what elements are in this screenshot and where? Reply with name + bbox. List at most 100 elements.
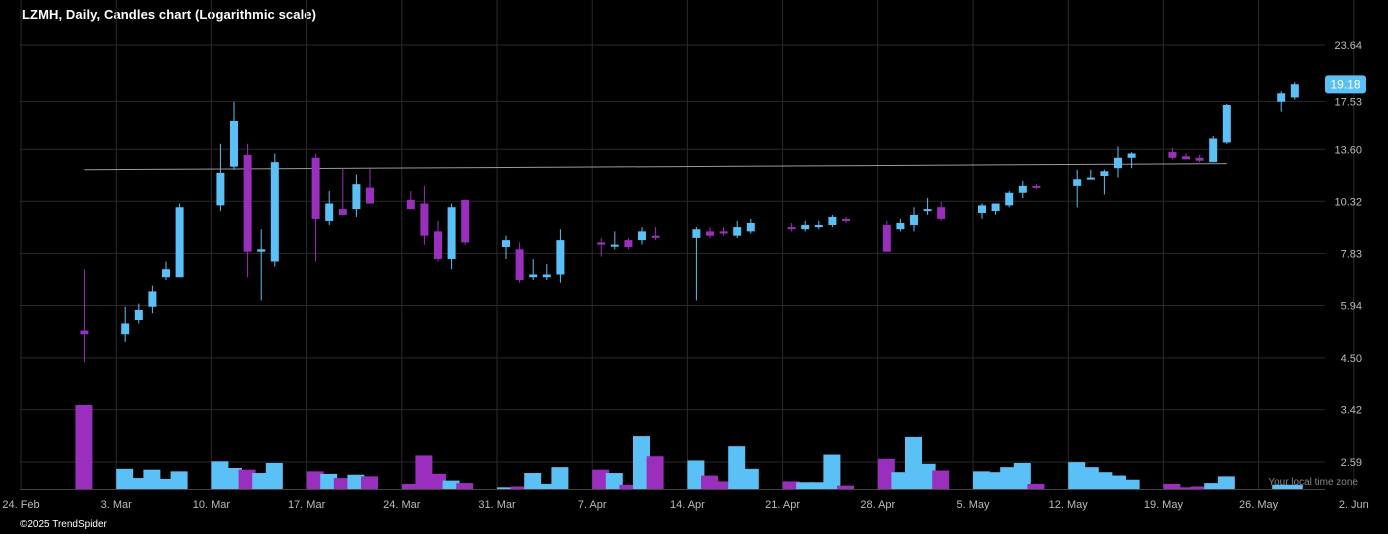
volume-bars — [75, 405, 1303, 489]
candle-body — [175, 207, 184, 278]
volume-bar — [429, 473, 446, 489]
grid-lines — [20, 0, 1355, 489]
volume-bar — [592, 469, 610, 489]
candle-body — [746, 222, 755, 232]
candle-body — [420, 203, 429, 236]
candle — [1073, 169, 1082, 208]
volume-bar — [741, 468, 759, 489]
candle — [162, 261, 170, 280]
volume-bar — [497, 487, 514, 489]
timezone-note: Your local time zone — [1268, 477, 1358, 488]
candle — [923, 198, 932, 215]
volume-bar — [1204, 483, 1222, 489]
candle — [542, 264, 551, 280]
volume-bar — [524, 473, 542, 489]
candle — [937, 201, 946, 221]
candle — [896, 218, 905, 232]
volume-bar — [401, 483, 419, 489]
volume-bar — [116, 468, 134, 489]
credit-text: ©2025 TrendSpider — [20, 519, 107, 530]
candle-body — [896, 222, 905, 230]
candle — [882, 220, 891, 252]
volume-bar — [823, 454, 841, 489]
volume-bar — [687, 460, 705, 489]
candle-body — [447, 207, 456, 259]
x-tick-label: 10. Mar — [193, 499, 231, 511]
candle-body — [1127, 153, 1136, 158]
candle — [311, 153, 320, 262]
x-tick-label: 12. May — [1049, 499, 1089, 511]
y-tick-label: 17.53 — [1334, 96, 1362, 108]
y-tick-label: 23.64 — [1334, 40, 1362, 52]
volume-bar — [782, 481, 800, 489]
trendline — [84, 163, 1227, 171]
candle-body — [814, 225, 823, 228]
volume-bar — [932, 470, 950, 489]
candle-body — [352, 184, 361, 210]
x-tick-label: 14. Apr — [670, 499, 705, 511]
candle — [1114, 146, 1122, 178]
candle-body — [325, 203, 334, 221]
x-tick-label: 7. Apr — [578, 499, 607, 511]
x-tick-label: 17. Mar — [288, 499, 326, 511]
candle — [787, 222, 796, 232]
candle-body — [1114, 157, 1122, 169]
candle — [257, 229, 266, 301]
candle-body — [910, 214, 918, 226]
volume-bar — [918, 463, 936, 489]
candle-body — [529, 274, 538, 278]
candle — [733, 220, 742, 238]
volume-bar — [1095, 472, 1113, 489]
volume-bar — [633, 436, 650, 489]
candle-body — [706, 231, 714, 236]
candle-body — [243, 154, 252, 252]
candle — [978, 203, 986, 219]
candle-body — [1032, 185, 1041, 188]
candle-body — [733, 227, 742, 236]
volume-bar — [157, 478, 174, 489]
x-tick-label: 24. Mar — [383, 499, 421, 511]
candle-body — [597, 242, 606, 245]
candle-body — [434, 231, 442, 259]
last-price-label: 19.18 — [1330, 77, 1360, 91]
y-tick-label: 2.59 — [1341, 457, 1362, 469]
candle — [529, 258, 538, 280]
candle-body — [1290, 84, 1299, 98]
volume-bar — [1027, 483, 1045, 489]
volume-bar — [320, 473, 338, 489]
volume-bar — [456, 483, 474, 489]
volume-bar — [442, 480, 460, 489]
candle-body — [216, 172, 225, 206]
candle — [692, 227, 701, 301]
candle-body — [270, 162, 279, 262]
candle — [1100, 169, 1109, 195]
candle-body — [230, 120, 238, 167]
candle — [801, 220, 810, 232]
candle-body — [638, 231, 646, 241]
volume-bar — [551, 467, 569, 489]
volume-bar — [1122, 479, 1140, 489]
candle-body — [1195, 157, 1204, 161]
candle — [270, 153, 279, 267]
candle — [338, 168, 347, 215]
candle — [366, 168, 374, 204]
volume-bar — [1081, 467, 1099, 489]
volume-bar — [891, 472, 909, 489]
x-tick-label: 19. May — [1144, 499, 1184, 511]
candle-body — [923, 209, 932, 212]
candle — [1290, 82, 1299, 100]
candle — [597, 237, 606, 257]
last-price-badge — [1325, 75, 1366, 94]
candle-body — [624, 240, 633, 247]
candle — [638, 227, 646, 245]
volume-bar — [143, 469, 161, 489]
candle — [175, 203, 184, 278]
candle — [746, 218, 755, 234]
candle — [610, 231, 619, 250]
chart-title: LZMH, Daily, Candles chart (Logarithmic … — [22, 7, 317, 22]
volume-bar — [225, 468, 242, 489]
candle — [230, 101, 238, 170]
y-tick-label: 10.32 — [1334, 196, 1362, 208]
